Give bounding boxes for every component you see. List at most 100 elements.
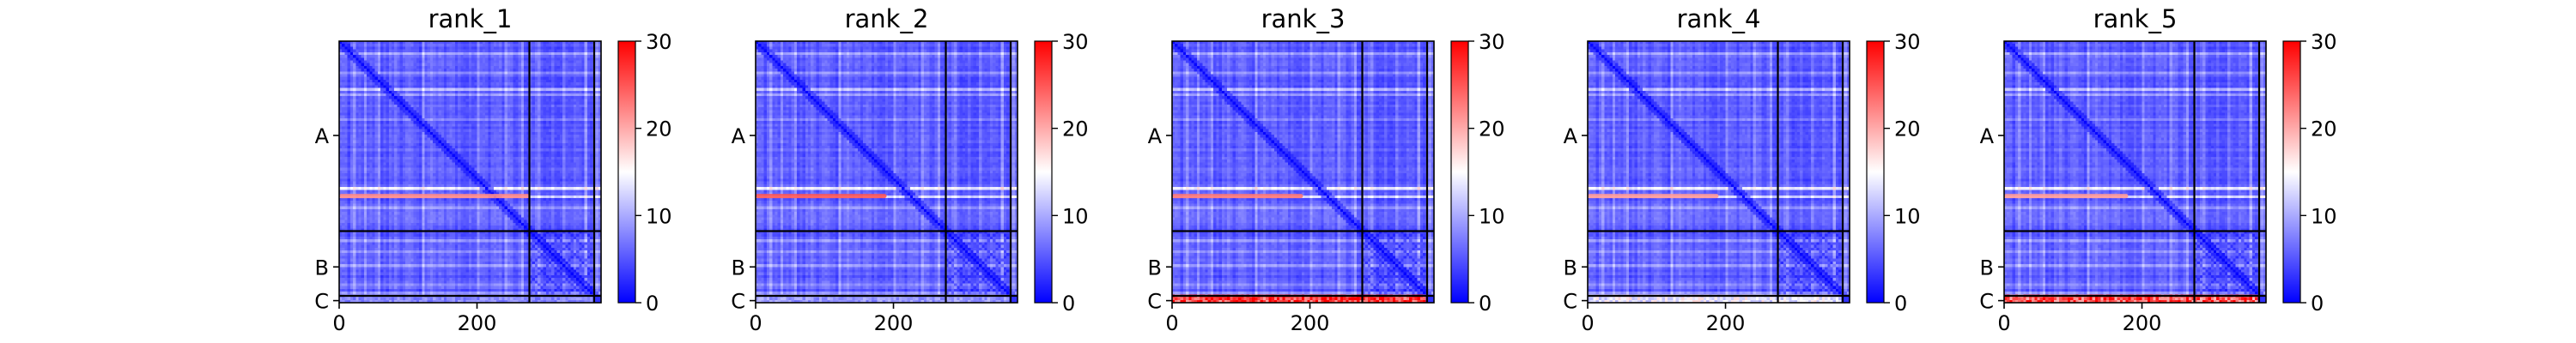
heatmap-cell bbox=[369, 57, 374, 62]
heatmap-cell bbox=[440, 41, 445, 45]
heatmap-cell bbox=[416, 46, 420, 51]
heatmap-cell bbox=[573, 41, 577, 45]
heatmap-cell bbox=[392, 51, 395, 56]
heatmap-cell bbox=[526, 60, 531, 64]
heatmap-cell bbox=[427, 41, 431, 45]
heatmap-cell bbox=[392, 60, 395, 64]
heatmap-cell bbox=[413, 44, 417, 48]
heatmap-cell bbox=[349, 55, 354, 58]
heatmap-cell bbox=[419, 46, 422, 51]
heatmap-cell bbox=[452, 55, 456, 58]
heatmap-cell bbox=[386, 46, 390, 51]
heatmap-cell bbox=[405, 49, 409, 53]
heatmap-cell bbox=[568, 55, 572, 58]
heatmap-cell bbox=[581, 55, 586, 58]
heatmap-cell bbox=[349, 46, 354, 51]
heatmap-cell bbox=[584, 46, 588, 51]
heatmap-cell bbox=[477, 44, 481, 48]
heatmap-cell bbox=[380, 41, 384, 45]
heatmap-cell bbox=[447, 51, 451, 56]
heatmap-cell bbox=[534, 46, 538, 51]
heatmap-cell bbox=[374, 55, 379, 58]
heatmap-cell bbox=[383, 46, 387, 51]
heatmap-cell bbox=[465, 46, 470, 51]
heatmap-cell bbox=[562, 49, 566, 53]
heatmap-cell bbox=[397, 60, 401, 64]
heatmap-cell bbox=[353, 49, 356, 53]
heatmap-cell bbox=[342, 46, 346, 51]
heatmap-cell bbox=[460, 60, 465, 64]
heatmap-cell bbox=[595, 51, 599, 56]
heatmap-cell bbox=[543, 51, 547, 56]
heatmap-cell bbox=[410, 49, 415, 53]
heatmap-cell bbox=[410, 46, 415, 51]
heatmap-cell bbox=[388, 55, 392, 58]
heatmap-cell bbox=[454, 55, 459, 58]
heatmap-cell bbox=[496, 51, 500, 56]
heatmap-cell bbox=[554, 57, 558, 62]
heatmap-cell bbox=[349, 49, 354, 53]
heatmap-cell bbox=[449, 41, 453, 45]
heatmap-cell bbox=[449, 57, 453, 62]
heatmap-cell bbox=[452, 49, 456, 53]
heatmap-cell bbox=[444, 41, 447, 45]
heatmap-cell bbox=[559, 41, 563, 45]
heatmap-cell bbox=[474, 51, 478, 56]
heatmap-cell bbox=[576, 51, 580, 56]
heatmap-cell bbox=[449, 60, 453, 64]
heatmap-cell bbox=[460, 44, 465, 48]
heatmap-cell bbox=[573, 46, 577, 51]
heatmap-cell bbox=[538, 46, 541, 51]
heatmap-cell bbox=[471, 49, 475, 53]
heatmap-cell bbox=[520, 44, 525, 48]
heatmap-cell bbox=[349, 57, 354, 62]
heatmap-cell bbox=[543, 60, 547, 64]
heatmap-cell bbox=[468, 49, 472, 53]
heatmap-cell bbox=[554, 41, 558, 45]
heatmap-cell bbox=[581, 41, 586, 45]
heatmap-cell bbox=[556, 46, 561, 51]
heatmap-cell bbox=[501, 49, 506, 53]
heatmap-cell bbox=[347, 46, 351, 51]
heatmap-cell bbox=[545, 55, 550, 58]
heatmap-cell bbox=[545, 57, 550, 62]
heatmap-cell bbox=[342, 57, 346, 62]
heatmap-cell bbox=[507, 60, 511, 64]
heatmap-cell bbox=[388, 51, 392, 56]
heatmap-cell bbox=[479, 44, 483, 48]
heatmap-cell bbox=[405, 41, 409, 45]
heatmap-cell bbox=[339, 57, 343, 62]
heatmap-cell bbox=[581, 57, 586, 62]
heatmap-cell bbox=[429, 41, 434, 45]
heatmap-cell bbox=[367, 55, 370, 58]
heatmap-cell bbox=[545, 60, 550, 64]
heatmap-cell bbox=[427, 49, 431, 53]
heatmap-cell bbox=[347, 41, 351, 45]
heatmap-cell bbox=[504, 55, 508, 58]
heatmap-cell bbox=[361, 49, 365, 53]
heatmap-cell bbox=[388, 41, 392, 45]
heatmap-cell bbox=[374, 51, 379, 56]
heatmap-cell bbox=[485, 44, 489, 48]
heatmap-cell bbox=[499, 57, 503, 62]
heatmap-cell bbox=[518, 46, 522, 51]
heatmap-cell bbox=[458, 60, 461, 64]
heatmap-cell bbox=[562, 46, 566, 51]
heatmap-cell bbox=[485, 55, 489, 58]
heatmap-cell bbox=[435, 60, 440, 64]
heatmap-cell bbox=[510, 49, 513, 53]
heatmap-cell bbox=[399, 44, 404, 48]
heatmap-cell bbox=[493, 49, 497, 53]
heatmap-cell bbox=[529, 60, 533, 64]
heatmap-cell bbox=[532, 57, 536, 62]
heatmap-cell bbox=[543, 41, 547, 45]
heatmap-cell bbox=[524, 46, 527, 51]
heatmap-cell bbox=[581, 51, 586, 56]
heatmap-cell bbox=[438, 41, 442, 45]
heatmap-cell bbox=[355, 44, 360, 48]
heatmap-cell bbox=[344, 41, 349, 45]
heatmap-cell bbox=[353, 60, 356, 64]
heatmap-cell bbox=[449, 55, 453, 58]
heatmap-cell bbox=[488, 49, 492, 53]
heatmap-cell bbox=[463, 44, 467, 48]
